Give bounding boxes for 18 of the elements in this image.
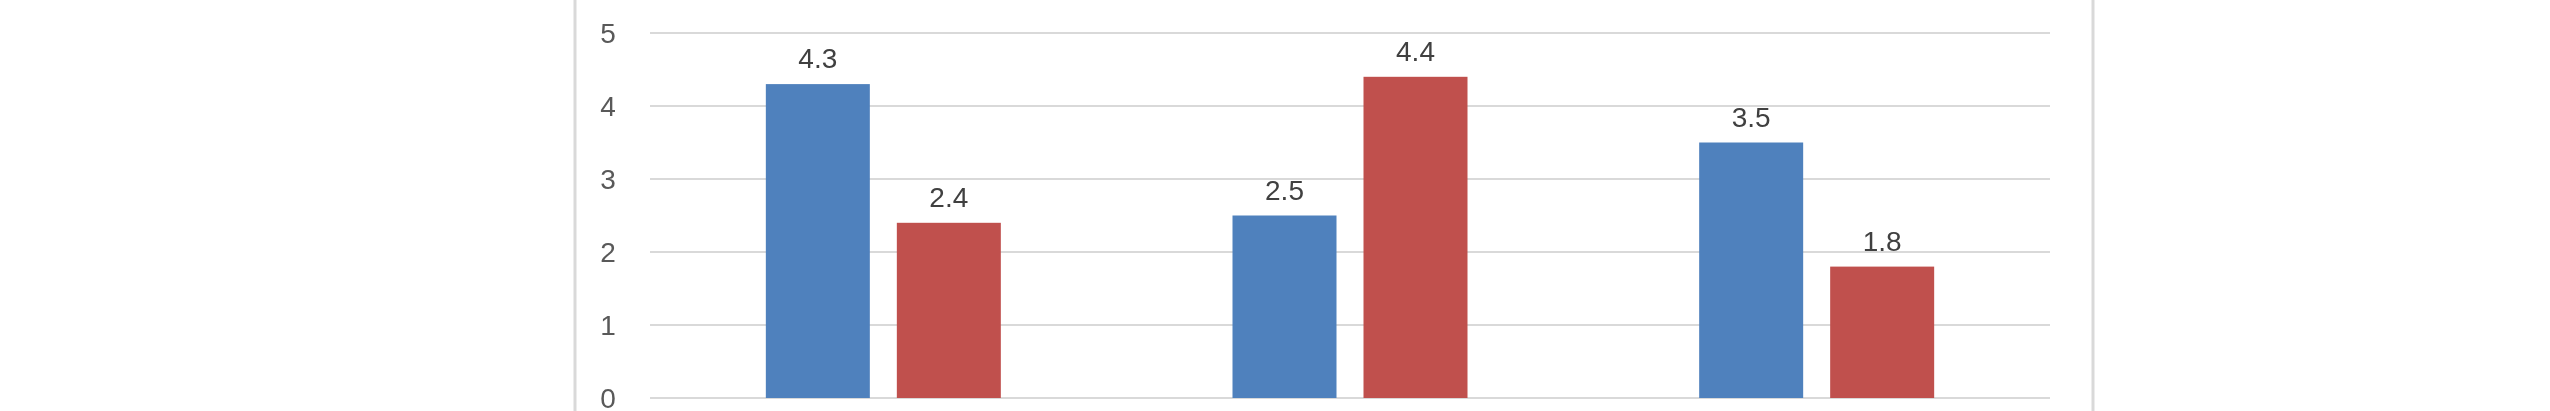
bar xyxy=(1699,142,1804,398)
y-tick-label: 0 xyxy=(600,382,616,411)
data-label: 2.5 xyxy=(1265,174,1304,206)
data-label: 3.5 xyxy=(1731,101,1771,133)
y-tick-label: 1 xyxy=(600,309,616,341)
y-tick-label: 3 xyxy=(600,163,616,195)
y-tick-label: 5 xyxy=(600,17,616,49)
bar xyxy=(1830,266,1935,398)
bar xyxy=(1232,215,1337,398)
y-tick-label: 2 xyxy=(600,236,616,268)
bar xyxy=(765,84,870,398)
bar xyxy=(896,222,1001,398)
data-label: 4.4 xyxy=(1396,35,1435,67)
y-tick-label: 4 xyxy=(600,90,616,122)
data-label: 4.3 xyxy=(798,43,838,75)
data-label: 1.8 xyxy=(1862,225,1902,257)
bar xyxy=(1363,76,1468,398)
data-label: 2.4 xyxy=(929,181,969,213)
